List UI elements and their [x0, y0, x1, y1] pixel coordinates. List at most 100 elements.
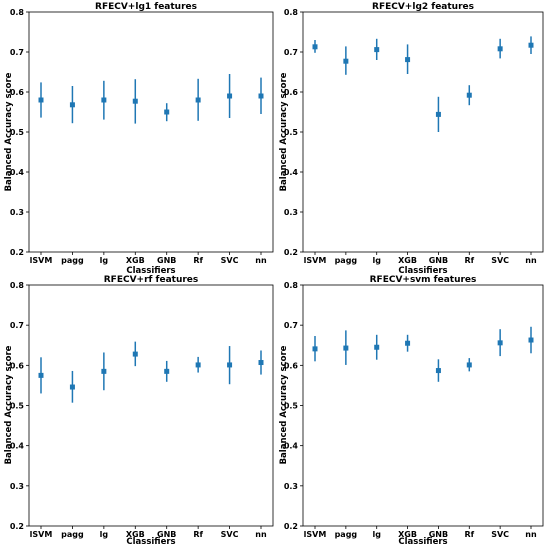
data-point [497, 46, 503, 52]
x-tick-label: GNB [429, 256, 448, 265]
panel-2: RFECV+lg2 features 0.2 0.3 0.4 0.5 0.6 0.7 0.8… [279, 2, 544, 276]
marks-group: 0.2 0.3 0.4 0.5 0.6 0.7 0.8 lSVM pagg lg XGB GNB Rf S… [284, 8, 537, 265]
y-tick-label: 0.3 [10, 208, 24, 217]
data-point [227, 362, 233, 368]
data-point [195, 97, 201, 103]
x-tick-label: XGB [126, 530, 145, 539]
x-tick-label: lSVM [304, 256, 327, 265]
x-tick-label: GNB [157, 256, 176, 265]
x-tick-label: SVC [221, 530, 239, 539]
marks-group: 0.2 0.3 0.4 0.5 0.6 0.7 0.8 lSVM pagg lg XGB GNB Rf S… [284, 281, 537, 539]
y-tick-label: 0.4 [284, 442, 299, 451]
plot-frame [28, 284, 274, 527]
data-point [69, 102, 75, 108]
y-tick-label: 0.4 [284, 168, 299, 177]
x-tick-label: lg [372, 530, 381, 539]
data-point [343, 58, 349, 64]
y-tick-label: 0.6 [10, 361, 25, 370]
data-point [258, 360, 264, 366]
x-tick-label: pagg [61, 256, 84, 265]
y-tick-label: 0.5 [284, 402, 299, 411]
panel-title: RFECV+lg1 features [95, 2, 197, 12]
y-axis-label: Balanced Accuracy score [4, 345, 14, 464]
x-axis-label: Classifiers [398, 266, 447, 276]
y-axis-label: Balanced Accuracy score [4, 72, 14, 191]
x-tick-label: pagg [335, 256, 358, 265]
plot-frame [302, 284, 544, 527]
x-axis-label: Classifiers [126, 537, 175, 545]
data-point [132, 98, 138, 104]
x-tick-label: Rf [464, 256, 474, 265]
panel-title: RFECV+svm features [370, 275, 477, 285]
y-tick-label: 0.5 [10, 128, 25, 137]
data-point [227, 93, 233, 99]
data-point [258, 93, 264, 99]
y-tick-label: 0.7 [10, 321, 24, 330]
data-point [195, 362, 201, 368]
y-tick-label: 0.4 [10, 442, 25, 451]
y-tick-label: 0.2 [284, 248, 298, 257]
x-tick-label: nn [255, 530, 267, 539]
x-tick-label: lSVM [30, 530, 53, 539]
x-tick-label: pagg [335, 530, 358, 539]
y-tick-label: 0.8 [10, 281, 25, 290]
y-axis-label: Balanced Accuracy score [279, 72, 289, 191]
y-tick-label: 0.6 [10, 88, 25, 97]
data-point [528, 337, 534, 343]
y-tick-label: 0.5 [284, 128, 299, 137]
data-point [374, 47, 380, 53]
data-point [374, 344, 380, 350]
y-tick-label: 0.8 [10, 8, 25, 17]
x-tick-label: GNB [157, 530, 176, 539]
plot-frame [28, 11, 274, 253]
data-point [405, 340, 411, 346]
x-tick-label: Rf [193, 256, 203, 265]
y-tick-label: 0.3 [10, 482, 24, 491]
y-tick-label: 0.2 [10, 248, 24, 257]
x-tick-label: nn [525, 530, 537, 539]
x-tick-label: SVC [491, 530, 509, 539]
x-tick-label: XGB [398, 256, 417, 265]
x-axis-label: Classifiers [126, 266, 175, 276]
y-tick-label: 0.5 [10, 402, 25, 411]
x-tick-label: XGB [126, 256, 145, 265]
data-point [466, 92, 472, 98]
data-point [164, 368, 170, 374]
data-point [38, 372, 44, 378]
y-tick-label: 0.2 [284, 522, 298, 531]
x-tick-label: GNB [429, 530, 448, 539]
data-point [101, 368, 107, 374]
panel-3: RFECV+rf features 0.2 0.3 0.4 0.5 0.6 0.7 0.8 l… [4, 275, 274, 545]
x-tick-label: lSVM [304, 530, 327, 539]
x-tick-label: SVC [491, 256, 509, 265]
y-tick-label: 0.6 [284, 88, 299, 97]
data-point [69, 384, 75, 390]
y-tick-label: 0.8 [284, 281, 299, 290]
y-axis-label: Balanced Accuracy score [279, 345, 289, 464]
data-point [528, 42, 534, 48]
plot-frame [302, 11, 544, 253]
y-tick-label: 0.6 [284, 361, 299, 370]
data-point [466, 362, 472, 368]
data-point [497, 340, 503, 346]
x-tick-label: lSVM [30, 256, 53, 265]
y-tick-label: 0.3 [284, 208, 298, 217]
y-tick-label: 0.7 [284, 321, 298, 330]
data-point [435, 368, 441, 374]
panel-1: RFECV+lg1 features 0.2 0.3 0.4 0.5 0.6 0.7 0.8… [4, 2, 274, 276]
data-point [405, 57, 411, 63]
y-tick-label: 0.7 [10, 48, 24, 57]
data-point [38, 97, 44, 103]
data-point [312, 346, 318, 352]
y-tick-label: 0.3 [284, 482, 298, 491]
y-tick-label: 0.8 [284, 8, 299, 17]
y-tick-label: 0.4 [10, 168, 25, 177]
x-tick-label: lg [372, 256, 381, 265]
x-tick-label: lg [100, 530, 109, 539]
x-tick-label: nn [255, 256, 267, 265]
x-tick-label: Rf [193, 530, 203, 539]
panel-4: RFECV+svm features 0.2 0.3 0.4 0.5 0.6 0.7 0.8… [279, 275, 544, 545]
data-point [164, 109, 170, 115]
x-tick-label: SVC [221, 256, 239, 265]
x-tick-label: Rf [464, 530, 474, 539]
